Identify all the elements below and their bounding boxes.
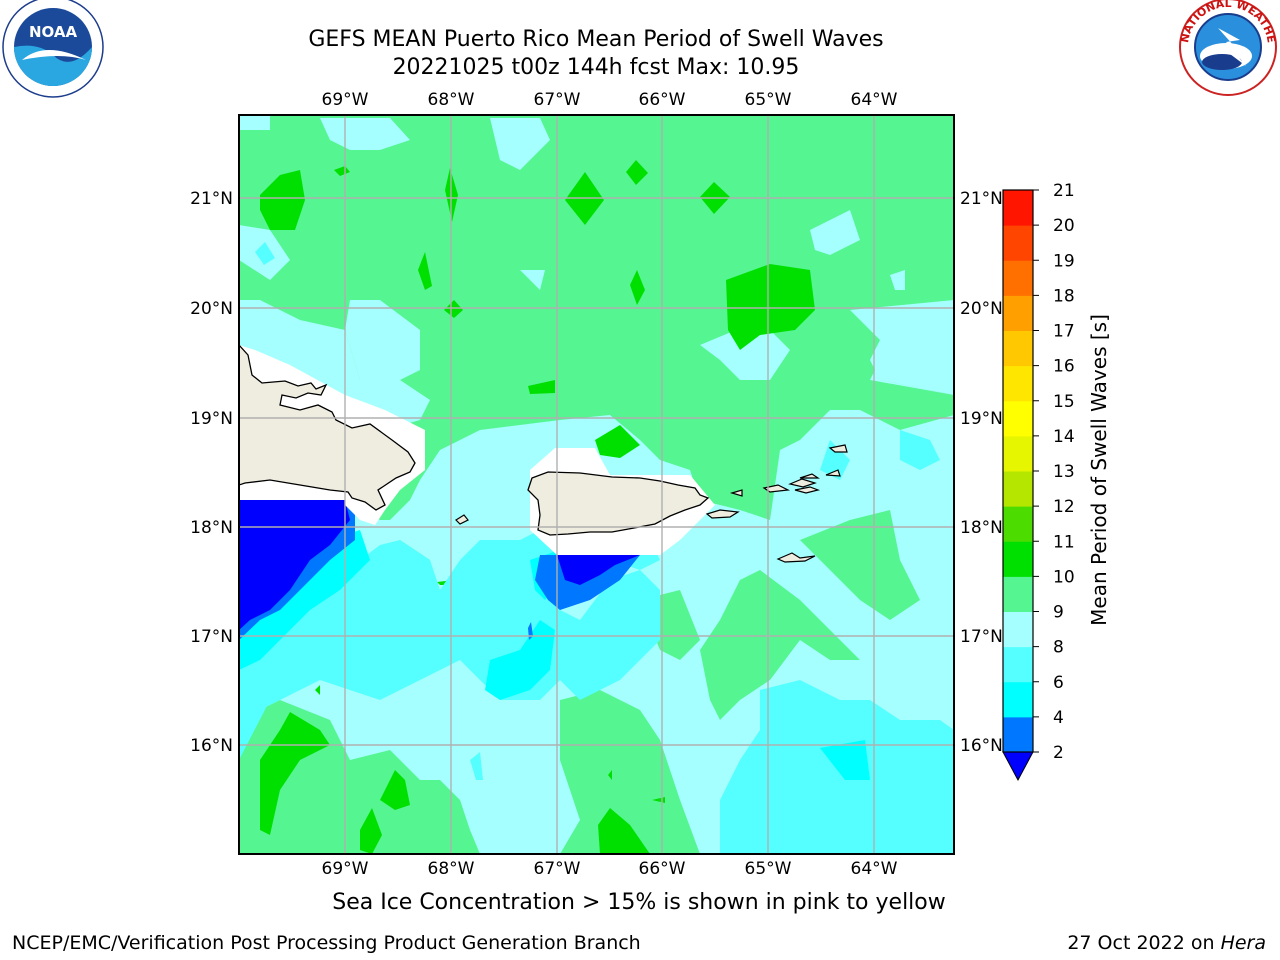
noaa-logo-text: NOAA xyxy=(29,23,78,41)
lon-label: 64°W xyxy=(851,859,898,879)
colorbar-tick-label: 10 xyxy=(1053,567,1075,587)
lat-label: 21°N xyxy=(190,189,233,209)
lat-label: 19°N xyxy=(190,409,233,429)
lon-label: 66°W xyxy=(639,859,686,879)
noaa-logo: NOAA xyxy=(2,0,104,98)
colorbar-segment xyxy=(1003,400,1033,437)
colorbar: 2 4 6 8 9 10 11 12 13 14 15 16 17 18 19 20 21 xyxy=(1002,181,1075,782)
colorbar-tick-label: 15 xyxy=(1053,392,1075,412)
st-croix xyxy=(776,552,816,563)
anegada xyxy=(828,444,848,453)
map-frame xyxy=(238,114,955,855)
lat-label: 21°N xyxy=(960,189,1003,209)
colorbar-segment xyxy=(1003,646,1033,683)
colorbar-tick-label: 6 xyxy=(1053,673,1064,693)
colorbar-segment xyxy=(1003,681,1033,718)
lat-label: 18°N xyxy=(960,518,1003,538)
colorbar-segment xyxy=(1003,576,1033,612)
lon-label: 67°W xyxy=(534,90,581,110)
colorbar-segment xyxy=(1003,225,1033,261)
lat-label: 20°N xyxy=(190,299,233,319)
hispaniola xyxy=(239,344,416,511)
swell-field-10-11 xyxy=(260,160,815,854)
colorbar-tick-label: 19 xyxy=(1053,251,1075,271)
colorbar-tick-label: 13 xyxy=(1053,462,1075,482)
nws-logo: NATIONAL WEATHER SERVICE xyxy=(0,0,1278,96)
colorbar-tick-label: 17 xyxy=(1053,322,1075,342)
colorbar-tick-label: 9 xyxy=(1053,603,1064,623)
lon-label: 68°W xyxy=(428,859,475,879)
lon-label: 67°W xyxy=(534,859,581,879)
colorbar-tick-label: 4 xyxy=(1053,708,1064,728)
virgin-gorda xyxy=(825,469,841,477)
lon-label: 68°W xyxy=(428,90,475,110)
map-area xyxy=(239,115,954,854)
colorbar-segment xyxy=(1003,295,1033,331)
colorbar-tick-label: 14 xyxy=(1053,427,1075,447)
jost-van-dyke xyxy=(799,473,820,479)
colorbar-tick-label: 18 xyxy=(1053,286,1075,306)
lat-label: 17°N xyxy=(190,627,233,647)
colorbar-segment xyxy=(1003,716,1033,753)
colorbar-tick-label: 11 xyxy=(1053,532,1075,552)
colorbar-tick-label: 16 xyxy=(1053,357,1075,377)
colorbar-extend-min xyxy=(1002,751,1034,782)
colorbar-segment xyxy=(1003,435,1033,472)
footer-date-text: 27 Oct 2022 on xyxy=(1067,932,1215,954)
colorbar-segment xyxy=(1003,506,1033,542)
colorbar-segment xyxy=(1003,471,1033,507)
colorbar-segment xyxy=(1003,541,1033,577)
colorbar-segment xyxy=(1003,190,1033,226)
lon-label: 65°W xyxy=(745,90,792,110)
tortola xyxy=(794,486,821,494)
colorbar-tick-label: 8 xyxy=(1053,638,1064,658)
chart-title: GEFS MEAN Puerto Rico Mean Period of Swe… xyxy=(308,27,884,52)
lat-labels-right: 21°N 20°N 19°N 18°N 17°N 16°N xyxy=(960,189,1003,756)
map-gridlines xyxy=(239,115,954,854)
lon-label: 66°W xyxy=(639,90,686,110)
lat-label: 17°N xyxy=(960,627,1003,647)
lon-labels-bottom: 69°W 68°W 67°W 66°W 65°W 64°W xyxy=(322,859,898,879)
swell-field-4-6 xyxy=(239,530,560,700)
footer-host: Hera xyxy=(1220,932,1266,954)
colorbar-segment xyxy=(1003,365,1033,402)
lat-label: 16°N xyxy=(960,736,1003,756)
lat-label: 19°N xyxy=(960,409,1003,429)
lon-labels-top: 69°W 68°W 67°W 66°W 65°W 64°W xyxy=(322,90,898,110)
lat-label: 16°N xyxy=(190,736,233,756)
lon-label: 69°W xyxy=(322,90,369,110)
colorbar-tick-label: 20 xyxy=(1053,216,1075,236)
colorbar-tick-label: 2 xyxy=(1053,743,1064,763)
nws-logo-text: NATIONAL WEATHER SERVICE xyxy=(0,0,1278,44)
footer-credit: NCEP/EMC/Verification Post Processing Pr… xyxy=(12,932,641,954)
lon-label: 64°W xyxy=(851,90,898,110)
vieques xyxy=(705,509,740,519)
chart-subtitle: 20221025 t00z 144h fcst Max: 10.95 xyxy=(392,55,800,80)
culebra xyxy=(729,489,743,497)
mona-island xyxy=(455,514,469,525)
colorbar-label: Mean Period of Swell Waves [s] xyxy=(1087,314,1111,626)
lon-label: 69°W xyxy=(322,859,369,879)
st-john xyxy=(788,478,817,488)
colorbar-segment xyxy=(1003,611,1033,648)
lon-label: 65°W xyxy=(745,859,792,879)
footer-date: 27 Oct 2022 on Hera xyxy=(1067,932,1266,954)
lat-label: 20°N xyxy=(960,299,1003,319)
small-islands xyxy=(455,444,848,563)
lat-labels-left: 21°N 20°N 19°N 18°N 17°N 16°N xyxy=(190,189,233,756)
colorbar-tick-label: 21 xyxy=(1053,181,1075,201)
colorbar-segment xyxy=(1003,330,1033,367)
sea-ice-note: Sea Ice Concentration > 15% is shown in … xyxy=(332,890,946,915)
lat-label: 18°N xyxy=(190,518,233,538)
swell-field-lt2 xyxy=(239,500,640,630)
colorbar-tick-label: 12 xyxy=(1053,497,1075,517)
colorbar-segment xyxy=(1003,260,1033,296)
